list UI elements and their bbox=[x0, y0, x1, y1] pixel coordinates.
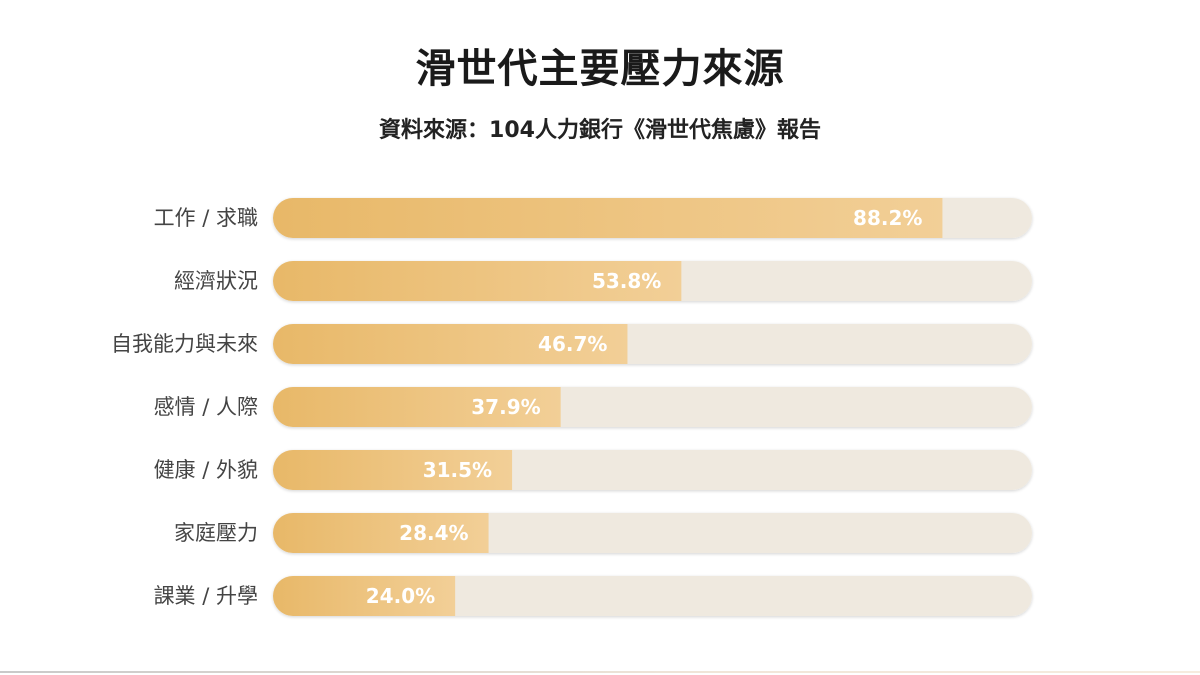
bar bbox=[273, 198, 943, 238]
category-label: 課業 / 升學 bbox=[154, 584, 258, 608]
bar bbox=[273, 324, 628, 364]
data-label: 28.4% bbox=[399, 521, 468, 545]
data-label: 53.8% bbox=[592, 269, 661, 293]
category-label: 經濟狀況 bbox=[174, 269, 258, 293]
chart-subtitle: 資料來源：104人力銀行《滑世代焦慮》報告 bbox=[379, 118, 821, 143]
category-label: 健康 / 外貌 bbox=[154, 458, 258, 482]
data-label: 88.2% bbox=[853, 206, 922, 230]
category-label: 自我能力與未來 bbox=[111, 332, 258, 356]
bar-track bbox=[273, 576, 1032, 616]
category-label: 感情 / 人際 bbox=[154, 395, 258, 419]
bar bbox=[273, 576, 456, 616]
chart-title: 滑世代主要壓力來源 bbox=[415, 46, 785, 92]
category-label: 工作 / 求職 bbox=[154, 206, 258, 230]
bar bbox=[273, 261, 682, 301]
data-label: 46.7% bbox=[538, 332, 607, 356]
bar bbox=[273, 450, 513, 490]
bar bbox=[273, 387, 561, 427]
bottom-divider bbox=[0, 671, 1200, 673]
data-label: 31.5% bbox=[423, 458, 492, 482]
data-label: 37.9% bbox=[471, 395, 540, 419]
bar bbox=[273, 513, 489, 553]
category-label: 家庭壓力 bbox=[174, 521, 258, 545]
data-label: 24.0% bbox=[366, 584, 435, 608]
